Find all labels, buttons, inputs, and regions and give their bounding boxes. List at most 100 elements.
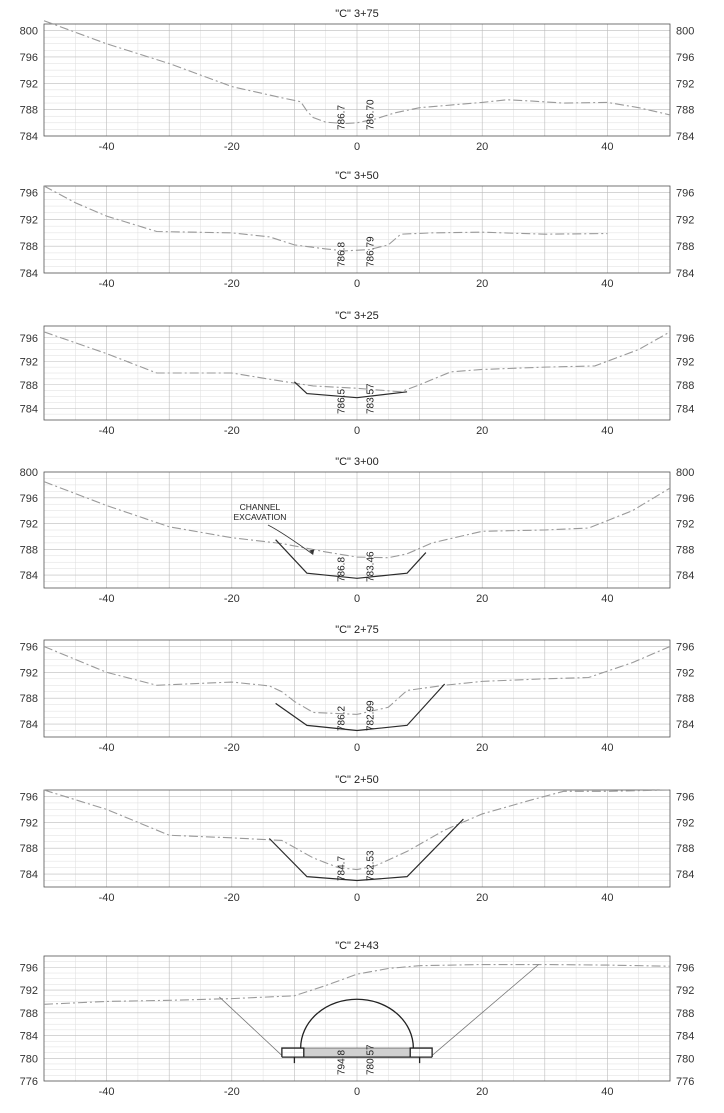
- existing-ground-line: [43, 331, 671, 393]
- x-tick-label: -20: [224, 425, 240, 437]
- y-tick-label-right: 792: [676, 214, 694, 226]
- x-tick-label: -40: [99, 278, 115, 290]
- y-tick-label-right: 784: [676, 719, 694, 731]
- y-tick-label-right: 792: [676, 817, 694, 829]
- y-tick-label-right: 796: [676, 333, 694, 345]
- x-tick-label: -40: [99, 593, 115, 605]
- y-tick-label-left: 796: [20, 641, 38, 653]
- leader-arrow-icon: [309, 549, 315, 555]
- section-title: "C" 2+50: [335, 774, 379, 786]
- y-tick-label-left: 792: [20, 519, 38, 531]
- x-tick-label: 20: [476, 593, 488, 605]
- y-tick-label-right: 776: [676, 1076, 694, 1088]
- y-tick-label-right: 788: [676, 380, 694, 392]
- y-tick-label-left: 784: [20, 719, 38, 731]
- y-tick-label-right: 784: [676, 1031, 694, 1043]
- x-tick-label: 0: [354, 278, 360, 290]
- y-tick-label-right: 788: [676, 693, 694, 705]
- x-tick-label: -40: [99, 425, 115, 437]
- channel-design-line: [268, 818, 464, 882]
- design-elevation: 786.70: [365, 99, 376, 130]
- y-tick-label-left: 788: [20, 105, 38, 117]
- y-tick-label-left: 780: [20, 1053, 38, 1065]
- section-panel: "C" 3+50 784 784 788 788 792 792 796 796 -40 -20 0 2…: [20, 170, 695, 290]
- y-tick-label-right: 796: [676, 188, 694, 200]
- footing-right: [409, 1047, 433, 1058]
- section-title: "C" 2+43: [335, 940, 379, 952]
- design-elevation: 783.57: [365, 383, 376, 414]
- existing-ground-line: [43, 481, 671, 559]
- section-panel: "C" 2+50 784 784 788 788 792 792 796 796 -40 -20 0 2…: [20, 774, 695, 904]
- section-panel: "C" 2+75 784 784 788 788 792 792 796 796 -40 -20 0 2…: [20, 624, 695, 754]
- x-tick-label: 0: [354, 742, 360, 754]
- x-tick-label: 40: [601, 593, 613, 605]
- y-tick-label-left: 800: [20, 26, 38, 38]
- annotation-leader: [267, 524, 314, 555]
- x-tick-label: 0: [354, 141, 360, 153]
- x-tick-label: 20: [476, 278, 488, 290]
- x-tick-label: 0: [354, 425, 360, 437]
- y-tick-label-right: 796: [676, 962, 694, 974]
- y-tick-label-right: 784: [676, 869, 694, 881]
- y-tick-label-left: 796: [20, 791, 38, 803]
- x-tick-label: 20: [476, 425, 488, 437]
- existing-ground-line: [43, 645, 671, 715]
- y-tick-label-left: 792: [20, 78, 38, 90]
- existing-ground-elevation: 786.7: [336, 105, 347, 130]
- section-title: "C" 3+00: [335, 456, 379, 468]
- section-title: "C" 3+25: [335, 310, 379, 322]
- existing-ground-elevation: 786.8: [336, 242, 347, 267]
- section-panel: "C" 3+75 784 784 788 788 792 792 796 796 800 800 -4…: [20, 8, 695, 153]
- existing-ground-line: [43, 185, 608, 252]
- existing-ground-elevation: 786.5: [336, 389, 347, 414]
- channel-design-line: [293, 381, 408, 399]
- y-tick-label-left: 792: [20, 356, 38, 368]
- design-elevation: 782.53: [365, 850, 376, 881]
- section-panel: "C" 2+43 776 776 780 780 784 784 788 788 792 792 79…: [20, 940, 695, 1098]
- section-title: "C" 3+50: [335, 170, 379, 182]
- y-tick-label-right: 784: [676, 403, 694, 415]
- y-tick-label-left: 776: [20, 1076, 38, 1088]
- annotation-text: EXCAVATION: [234, 512, 287, 522]
- x-tick-label: 20: [476, 1086, 488, 1098]
- y-tick-label-right: 792: [676, 356, 694, 368]
- plot-frame: [43, 789, 671, 888]
- x-tick-label: 20: [476, 742, 488, 754]
- existing-ground-line: [43, 20, 671, 125]
- y-tick-label-left: 784: [20, 268, 38, 280]
- design-elevation: 783.46: [365, 551, 376, 582]
- y-tick-label-right: 788: [676, 241, 694, 253]
- y-tick-label-left: 788: [20, 843, 38, 855]
- x-tick-label: 40: [601, 425, 613, 437]
- y-tick-label-left: 792: [20, 817, 38, 829]
- section-panel: "C" 3+25 784 784 788 788 792 792 796 796 -40 -20 0 2…: [20, 310, 695, 437]
- x-tick-label: 0: [354, 1086, 360, 1098]
- plot-frame: [43, 471, 671, 589]
- section-title: "C" 3+75: [335, 8, 379, 20]
- y-tick-label-right: 800: [676, 26, 694, 38]
- y-tick-label-left: 788: [20, 544, 38, 556]
- y-tick-label-right: 792: [676, 985, 694, 997]
- existing-ground-elevation: 784.7: [336, 856, 347, 881]
- y-tick-label-right: 788: [676, 843, 694, 855]
- y-tick-label-left: 792: [20, 667, 38, 679]
- x-tick-label: -40: [99, 141, 115, 153]
- y-tick-label-right: 792: [676, 667, 694, 679]
- y-tick-label-right: 796: [676, 52, 694, 64]
- section-panel: "C" 3+00 784 784 788 788 792 792 796 796 800 800 -4…: [20, 456, 695, 605]
- y-tick-label-left: 788: [20, 241, 38, 253]
- y-tick-label-left: 784: [20, 869, 38, 881]
- y-tick-label-right: 796: [676, 493, 694, 505]
- y-tick-label-left: 784: [20, 403, 38, 415]
- y-tick-label-right: 788: [676, 105, 694, 117]
- x-tick-label: -20: [224, 278, 240, 290]
- y-tick-label-left: 796: [20, 962, 38, 974]
- y-tick-label-right: 796: [676, 791, 694, 803]
- y-tick-label-right: 796: [676, 641, 694, 653]
- existing-ground-elevation: 786.2: [336, 706, 347, 731]
- x-tick-label: 20: [476, 141, 488, 153]
- y-tick-label-left: 784: [20, 131, 38, 143]
- channel-design-line: [275, 539, 427, 579]
- y-tick-label-left: 784: [20, 570, 38, 582]
